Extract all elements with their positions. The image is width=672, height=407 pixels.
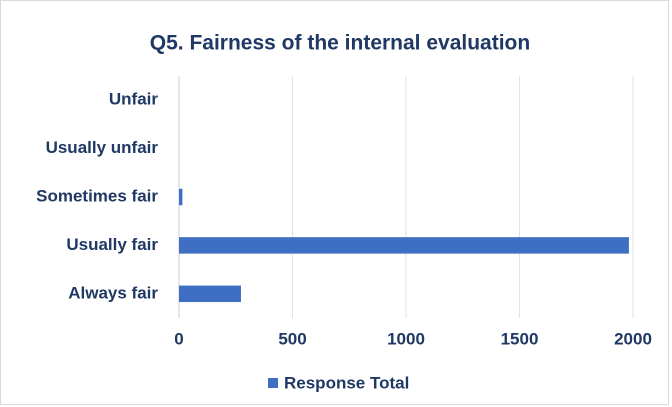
- y-tick-label: Unfair: [109, 90, 159, 109]
- y-tick-label: Always fair: [68, 283, 158, 302]
- y-tick-label: Usually fair: [66, 235, 158, 254]
- y-tick-label: Sometimes fair: [36, 186, 158, 205]
- legend-swatch: [268, 378, 278, 388]
- legend-label: Response Total: [284, 373, 409, 392]
- x-tick-label: 1500: [501, 329, 539, 348]
- bar: [179, 285, 241, 303]
- bar: [179, 237, 629, 254]
- x-tick-label: 2000: [614, 329, 652, 348]
- x-tick-label: 500: [278, 329, 306, 348]
- bar: [179, 188, 183, 206]
- y-tick-label: Usually unfair: [46, 138, 159, 157]
- x-tick-label: 0: [174, 329, 183, 348]
- chart-title: Q5. Fairness of the internal evaluation: [150, 32, 530, 55]
- x-tick-label: 1000: [387, 329, 425, 348]
